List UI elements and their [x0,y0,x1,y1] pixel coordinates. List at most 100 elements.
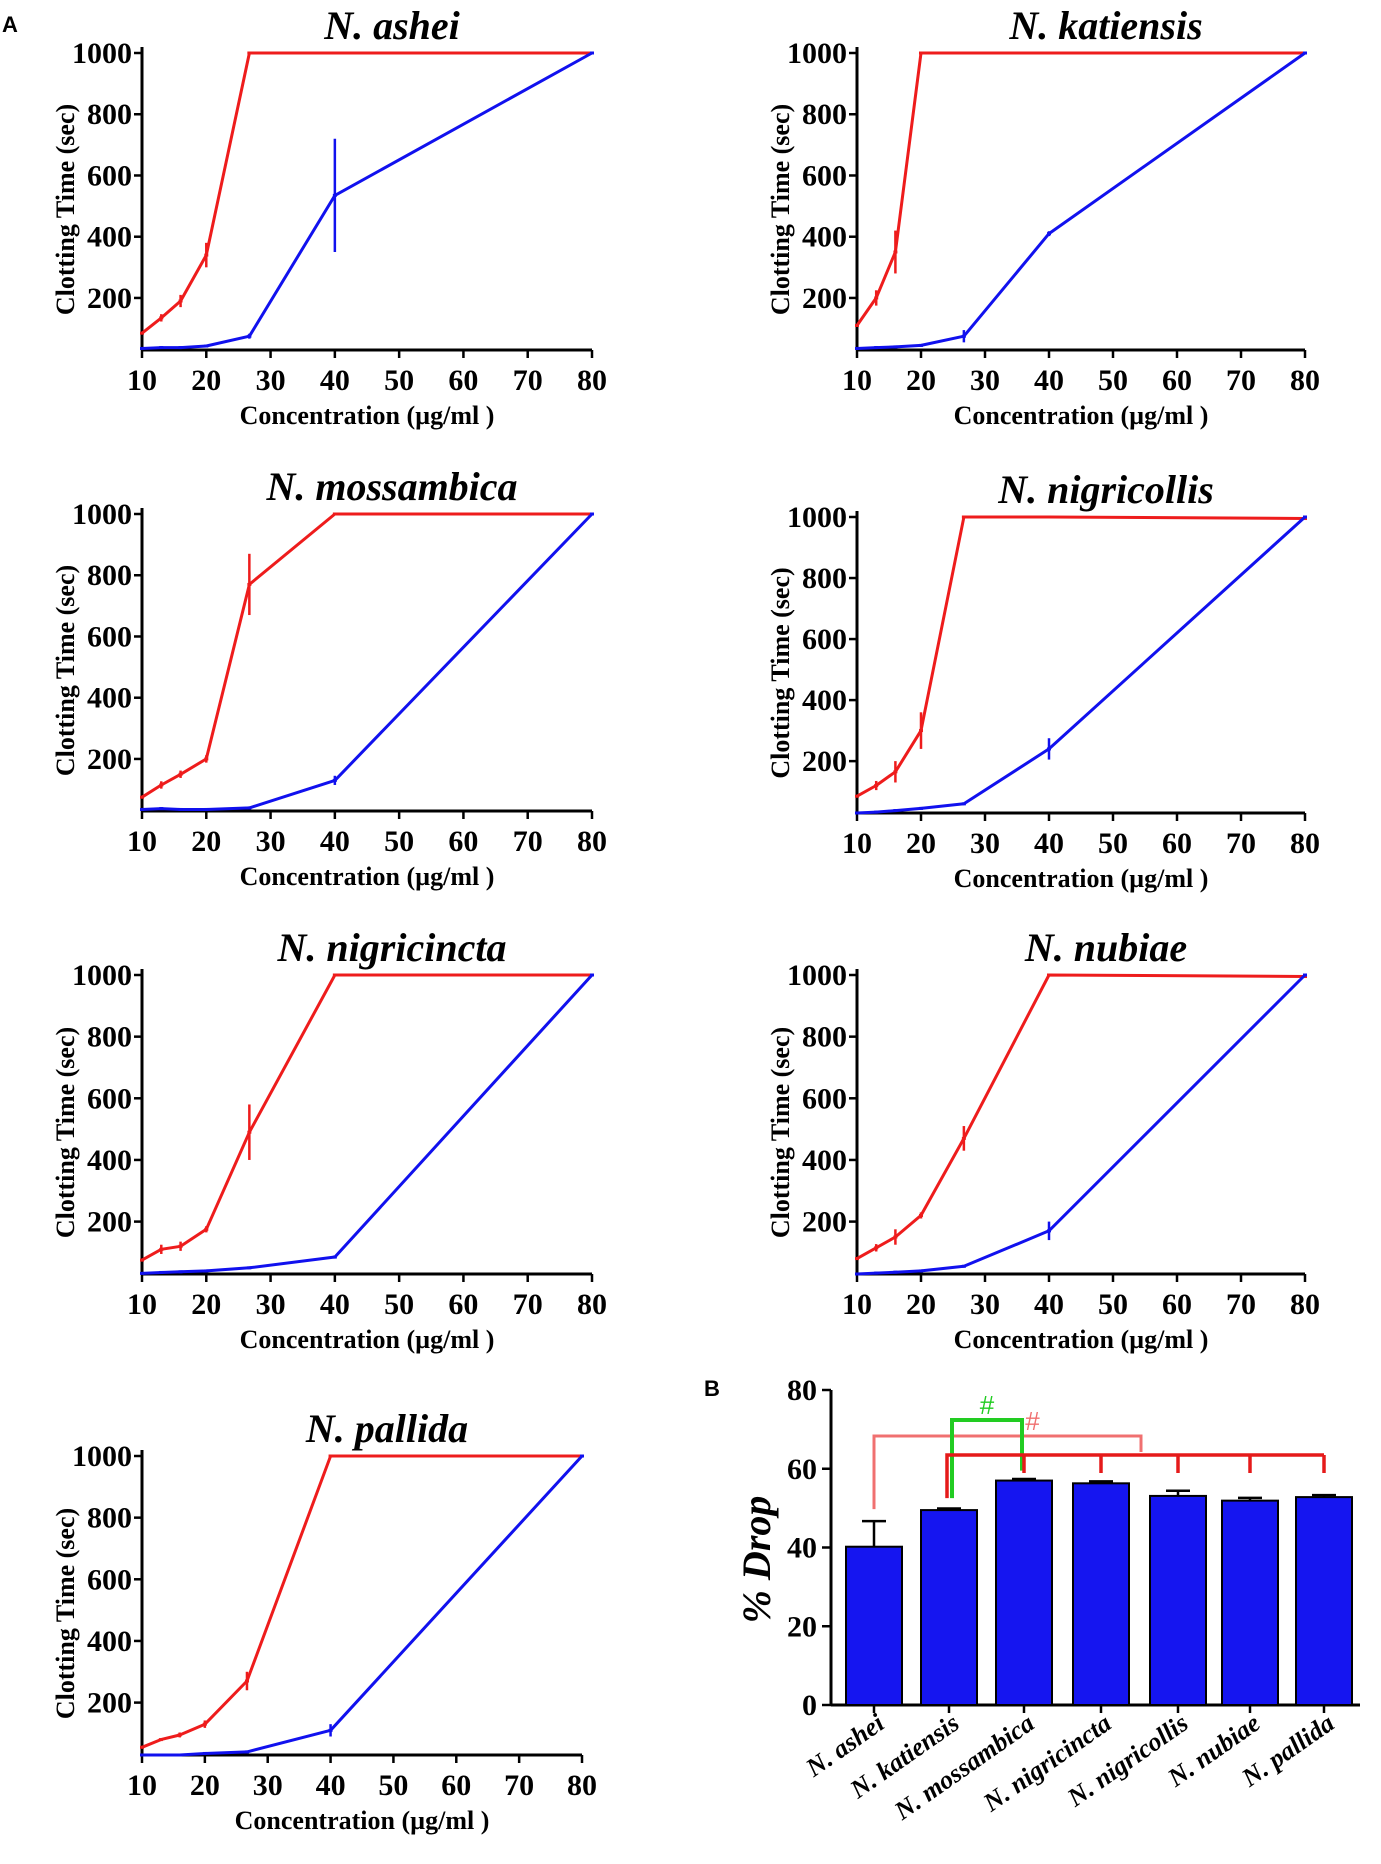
y-tick-label: 600 [87,159,132,192]
x-tick-label: 10 [842,1288,872,1321]
x-tick-label: 20 [191,825,221,858]
x-tick-label: 50 [384,825,414,858]
x-tick-label: 60 [448,1288,478,1321]
y-tick-label: 800 [802,1021,847,1054]
y-tick-label: 800 [87,559,132,592]
bar [845,1545,903,1707]
x-tick-label: 10 [127,825,157,858]
series-line-blue [856,515,1307,815]
x-tick-label: 60 [1162,827,1192,860]
y-tick-label: 600 [87,1563,132,1596]
x-tick-label: 80 [567,1769,597,1802]
series-line-red [141,51,592,335]
bar-y-tick-label: 20 [787,1610,817,1643]
chart-title: N. nigricincta [277,925,507,970]
x-tick-label: 10 [127,1769,157,1802]
bar [1149,1494,1207,1706]
x-tick-label: 20 [190,1769,220,1802]
series-line-red [855,51,1305,327]
y-tick-label: 800 [87,1502,132,1535]
bar-y-tick-label: 0 [802,1689,817,1722]
x-tick-label: 40 [1034,1288,1064,1321]
x-axis-label: Concentration (µg/ml ) [954,401,1209,430]
x-tick-label: 40 [320,1288,350,1321]
x-tick-label: 70 [504,1769,534,1802]
x-tick-label: 30 [256,364,286,397]
y-tick-label: 600 [802,623,847,656]
y-tick-label: 1000 [787,501,847,534]
y-tick-label: 400 [87,682,132,715]
panel-a-letter: A [2,12,18,37]
x-tick-label: 30 [970,827,1000,860]
bar [1221,1499,1279,1707]
series-line-blue [141,51,593,350]
x-tick-label: 30 [970,1288,1000,1321]
series-line-blue [856,973,1307,1276]
y-tick-label: 600 [802,1082,847,1115]
bar [995,1479,1053,1706]
x-tick-label: 80 [1290,364,1320,397]
series-line-red [141,512,592,799]
x-tick-label: 40 [320,825,350,858]
bar-y-tick-label: 40 [787,1532,817,1565]
x-tick-label: 40 [1034,364,1064,397]
y-tick-label: 600 [87,1082,132,1115]
y-tick-label: 200 [87,1206,132,1239]
x-tick-label: 70 [1226,364,1256,397]
chart-title: N. pallida [305,1406,468,1451]
y-tick-label: 600 [802,159,847,192]
x-tick-label: 80 [577,825,607,858]
y-tick-label: 200 [87,743,132,776]
x-tick-label: 60 [1162,1288,1192,1321]
x-tick-label: 30 [256,1288,286,1321]
x-axis-label: Concentration (µg/ml ) [954,1325,1209,1354]
significance-bracket-2 [950,1418,1024,1499]
y-axis-label: Clotting Time (sec) [766,1027,795,1238]
line-chart-6: N. nubiae 10 20 30 40 50 60 70 80 200 400 600 800 100… [766,925,1320,1354]
y-tick-label: 800 [87,1021,132,1054]
x-tick-label: 70 [513,364,543,397]
x-tick-label: 70 [1226,827,1256,860]
x-tick-label: 60 [441,1769,471,1802]
series-line-blue [141,973,594,1275]
y-tick-label: 200 [87,1687,132,1720]
bar [920,1509,978,1706]
x-axis-label: Concentration (µg/ml ) [235,1806,490,1835]
y-tick-label: 800 [87,98,132,131]
y-axis-label: Clotting Time (sec) [51,104,80,315]
y-tick-label: 200 [802,282,847,315]
x-tick-label: 10 [127,1288,157,1321]
x-tick-label: 30 [256,825,286,858]
y-axis-label: Clotting Time (sec) [51,1508,80,1719]
x-tick-label: 60 [1162,364,1192,397]
x-tick-label: 30 [970,364,1000,397]
x-tick-label: 20 [906,827,936,860]
x-tick-label: 70 [513,825,543,858]
bar-y-axis-label: % Drop [734,1496,779,1624]
y-tick-label: 800 [802,98,847,131]
y-axis-label: Clotting Time (sec) [766,104,795,315]
series-line-red [141,973,592,1262]
panel-b-letter: B [704,1376,720,1401]
chart-title: N. mossambica [265,464,517,509]
x-tick-label: 30 [253,1769,283,1802]
series-line-blue [142,1454,584,1757]
x-tick-label: 50 [1098,827,1128,860]
significance-label-1: # [1025,1406,1040,1436]
x-tick-label: 70 [513,1288,543,1321]
line-chart-2: N. katiensis 10 20 30 40 50 60 70 80 200 400 600 800… [766,3,1320,430]
x-tick-label: 80 [1290,1288,1320,1321]
line-chart-3: N. mossambica 10 20 30 40 50 60 70 80 200 400 600 80… [51,464,607,891]
x-tick-label: 20 [906,364,936,397]
significance-label-2: # [980,1390,995,1420]
bar [1072,1482,1130,1706]
x-tick-label: 40 [316,1769,346,1802]
x-tick-label: 10 [842,827,872,860]
x-tick-label: 70 [1226,1288,1256,1321]
line-chart-1: N. ashei 10 20 30 40 50 60 70 80 200 400 600 800 1000… [51,3,607,430]
x-tick-label: 10 [127,364,157,397]
x-tick-label: 40 [320,364,350,397]
x-tick-label: 20 [191,1288,221,1321]
x-tick-label: 50 [378,1769,408,1802]
